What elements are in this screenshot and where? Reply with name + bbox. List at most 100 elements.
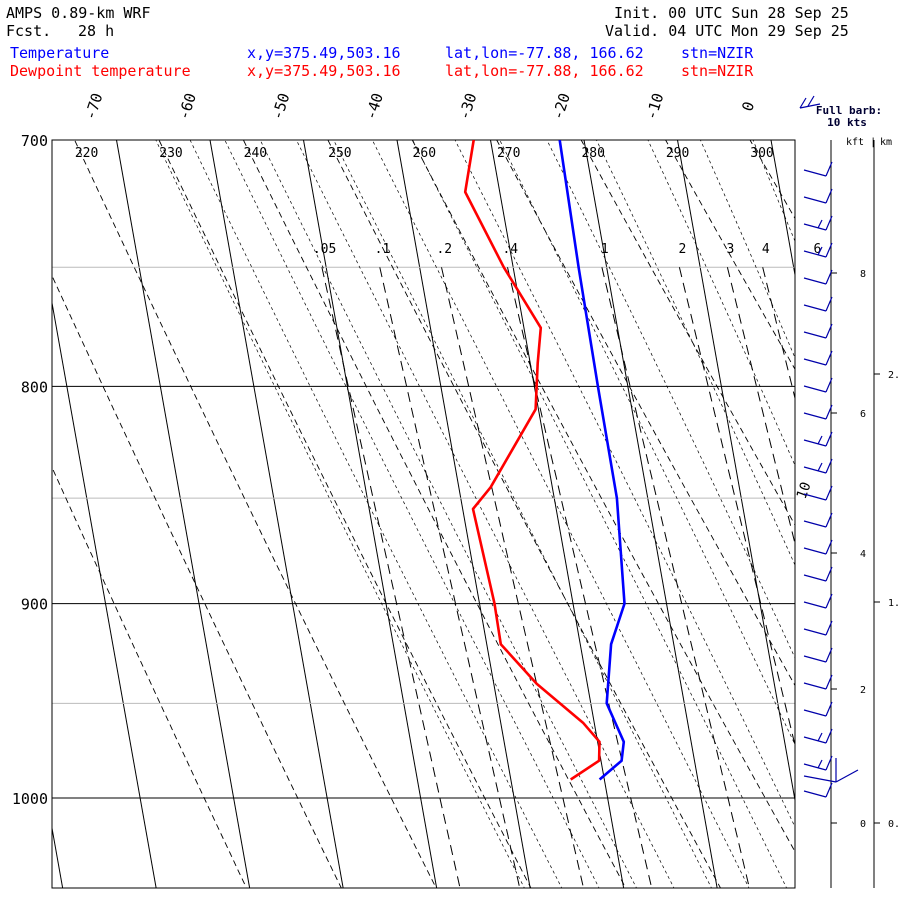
wind-barbs: Full barb:10 kts bbox=[799, 95, 882, 798]
wind-barb bbox=[803, 215, 833, 231]
wind-barb bbox=[803, 701, 833, 717]
theta-tick-label: 230 bbox=[159, 146, 182, 161]
moist-adiabat bbox=[296, 140, 675, 888]
mixing-ratio-line bbox=[321, 267, 461, 888]
model-title: AMPS 0.89-km WRF bbox=[6, 4, 151, 22]
grid-point-xy-dewpoint: x,y=375.49,503.16 bbox=[247, 62, 401, 80]
legend-temperature: Temperature bbox=[10, 44, 110, 62]
dry-adiabat bbox=[496, 140, 795, 687]
wind-barb bbox=[803, 269, 833, 285]
temperature-tick-label: -60 bbox=[174, 91, 199, 122]
temperature-line bbox=[558, 140, 626, 781]
temperature-tick-label: 0 bbox=[738, 99, 758, 113]
km-tick-label: 2. bbox=[888, 370, 900, 381]
wind-barb bbox=[803, 512, 833, 528]
dry-adiabat bbox=[52, 274, 342, 888]
wind-barb bbox=[803, 323, 833, 339]
wind-barb bbox=[803, 593, 833, 609]
grid-point-xy: x,y=375.49,503.16 bbox=[247, 44, 401, 62]
theta-tick-label: 280 bbox=[581, 146, 604, 161]
station-id: stn=NZIR bbox=[681, 44, 754, 62]
temperature-tick-label: -30 bbox=[455, 91, 480, 122]
dry-adiabat bbox=[887, 87, 900, 900]
wind-barb bbox=[803, 539, 833, 555]
init-time: Init. 00 UTC Sun 28 Sep 25 bbox=[614, 4, 849, 22]
dry-adiabat bbox=[74, 140, 437, 888]
temperature-tick-label: -50 bbox=[268, 91, 293, 122]
wind-barb-surface bbox=[803, 758, 859, 783]
wind-barb bbox=[803, 755, 833, 771]
isotherm bbox=[396, 140, 531, 888]
moist-adiabat bbox=[454, 140, 795, 828]
moist-adiabat bbox=[259, 140, 637, 888]
mixing-ratio-label: .2 bbox=[436, 242, 452, 257]
isotherm bbox=[865, 140, 900, 888]
barb-legend-icon bbox=[799, 95, 821, 109]
wind-barb bbox=[803, 377, 833, 393]
theta-tick-label: 240 bbox=[244, 146, 267, 161]
temperature-tick-label: -40 bbox=[361, 91, 386, 122]
wind-barb bbox=[803, 404, 833, 420]
moist-adiabat bbox=[546, 140, 795, 659]
moist-adiabat-label: 10 bbox=[794, 480, 815, 501]
pressure-tick-label: 800 bbox=[21, 378, 48, 396]
height-axis: kft | km 8 6 4 2 0 2. 1. 0. bbox=[831, 137, 900, 830]
dry-adiabat bbox=[52, 466, 247, 888]
mixing-ratio-label: 6 bbox=[813, 242, 821, 257]
dry-adiabat bbox=[803, 87, 900, 900]
forecast-hours: 28 h bbox=[78, 22, 115, 40]
dry-adiabat bbox=[242, 140, 627, 888]
wind-barb bbox=[803, 728, 833, 744]
temperature-tick-label: -70 bbox=[81, 91, 106, 122]
kft-tick-label: 2 bbox=[860, 685, 866, 696]
kft-tick-label: 8 bbox=[860, 269, 866, 280]
pressure-tick-label: 1000 bbox=[12, 790, 48, 808]
theta-tick-label: 270 bbox=[497, 146, 520, 161]
mixing-ratio-line bbox=[726, 267, 795, 546]
wind-barb bbox=[803, 431, 833, 447]
moist-adiabat bbox=[596, 140, 795, 566]
pressure-tick-label: 700 bbox=[21, 132, 48, 150]
lat-lon: lat,lon=-77.88, 166.62 bbox=[445, 44, 644, 62]
isotherm bbox=[583, 140, 718, 888]
isotherm bbox=[116, 140, 251, 888]
wind-barb bbox=[803, 782, 833, 798]
profiles bbox=[463, 140, 626, 781]
isotherm bbox=[209, 140, 344, 888]
wind-barb bbox=[803, 458, 833, 474]
plot-frame bbox=[51, 139, 875, 889]
theta-tick-label: 290 bbox=[666, 146, 689, 161]
isotherm bbox=[52, 825, 64, 888]
temperature-tick-label: -20 bbox=[548, 91, 573, 122]
isotherm bbox=[490, 140, 625, 888]
theta-tick-label: 300 bbox=[750, 146, 773, 161]
diagram-grid bbox=[52, 87, 900, 900]
barb-legend-title: Full barb: bbox=[816, 104, 882, 117]
mixing-ratio-label: 2 bbox=[678, 242, 686, 257]
valid-time: Valid. 04 UTC Mon 29 Sep 25 bbox=[605, 22, 849, 40]
legend-dewpoint: Dewpoint temperature bbox=[10, 62, 191, 80]
dry-adiabat bbox=[411, 140, 795, 853]
station-id-dewpoint: stn=NZIR bbox=[681, 62, 754, 80]
mixing-ratio-line bbox=[678, 267, 795, 748]
km-tick-label: 0. bbox=[888, 819, 900, 830]
kft-tick-label: 4 bbox=[860, 549, 866, 560]
mixing-ratio-line bbox=[601, 267, 750, 888]
mixing-ratio-label: .4 bbox=[502, 242, 518, 257]
moist-adiabat bbox=[647, 140, 795, 467]
pressure-tick-label: 900 bbox=[21, 596, 48, 614]
isotherm bbox=[677, 140, 795, 803]
wind-barb bbox=[803, 188, 833, 204]
barb-legend-value: 10 kts bbox=[827, 116, 867, 129]
mixing-ratio-line bbox=[441, 267, 585, 888]
forecast-label: Fcst. bbox=[6, 22, 52, 40]
mixing-ratio-label: .1 bbox=[375, 242, 391, 257]
mixing-ratio-label: .05 bbox=[313, 242, 336, 257]
mixing-ratio-line bbox=[379, 267, 521, 888]
kft-tick-label: 6 bbox=[860, 409, 866, 420]
temperature-tick-label: -10 bbox=[642, 91, 667, 122]
isotherm bbox=[303, 140, 438, 888]
theta-tick-label: 220 bbox=[75, 146, 98, 161]
mixing-ratio-line bbox=[507, 267, 653, 888]
